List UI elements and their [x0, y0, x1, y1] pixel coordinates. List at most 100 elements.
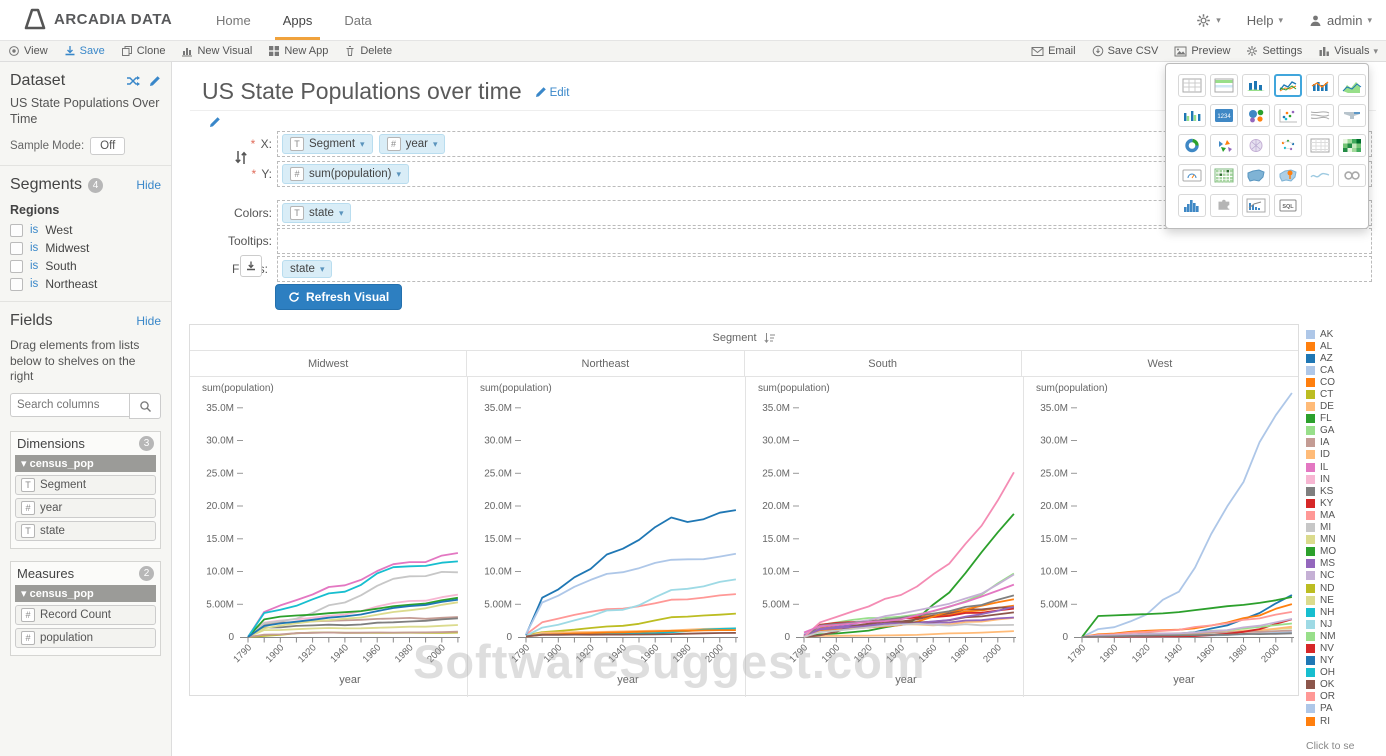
visual-type-sparkline-icon[interactable]	[1306, 164, 1334, 187]
visual-type-map-icon[interactable]	[1242, 164, 1270, 187]
legend-item-ky[interactable]: KY	[1306, 497, 1386, 509]
legend-item-ok[interactable]: OK	[1306, 679, 1386, 691]
visual-type-grouped-bars-icon[interactable]	[1178, 104, 1206, 127]
view-button[interactable]: View	[8, 45, 48, 57]
new-app-button[interactable]: New App	[268, 45, 328, 57]
legend-item-in[interactable]: IN	[1306, 473, 1386, 485]
visual-type-gauge-card-icon[interactable]	[1178, 164, 1206, 187]
segment-item-midwest[interactable]: is Midwest	[10, 241, 161, 255]
email-button[interactable]: Email	[1031, 45, 1076, 57]
segment-checkbox[interactable]	[10, 278, 23, 291]
segment-checkbox[interactable]	[10, 260, 23, 273]
legend-item-ca[interactable]: CA	[1306, 364, 1386, 376]
visual-type-funnel-icon[interactable]	[1338, 104, 1366, 127]
delete-button[interactable]: Delete	[344, 45, 392, 57]
segment-item-south[interactable]: is South	[10, 259, 161, 273]
visual-type-pivot-table-icon[interactable]	[1306, 134, 1334, 157]
visual-type-heatmap-icon[interactable]	[1338, 134, 1366, 157]
visual-type-correlation-icon[interactable]	[1338, 164, 1366, 187]
nav-tab-apps[interactable]: Apps	[267, 0, 329, 40]
measures-group[interactable]: ▾ census_pop	[15, 585, 156, 602]
shelf-pill-state[interactable]: state▾	[282, 260, 332, 278]
legend-item-or[interactable]: OR	[1306, 691, 1386, 703]
legend-item-ga[interactable]: GA	[1306, 425, 1386, 437]
legend-item-nh[interactable]: NH	[1306, 606, 1386, 618]
legend-item-de[interactable]: DE	[1306, 401, 1386, 413]
search-button[interactable]	[129, 393, 161, 419]
legend-item-ia[interactable]: IA	[1306, 437, 1386, 449]
filters-download-icon[interactable]	[240, 255, 262, 277]
visual-type-chord-icon[interactable]	[1242, 134, 1270, 157]
search-input[interactable]	[10, 393, 129, 417]
visual-type-bar-chart-icon[interactable]	[1242, 74, 1270, 97]
segment-checkbox[interactable]	[10, 242, 23, 255]
visual-type-extension-icon[interactable]	[1210, 194, 1238, 217]
dimensions-group[interactable]: ▾ census_pop	[15, 455, 156, 472]
segment-item-northeast[interactable]: is Northeast	[10, 277, 161, 291]
field-item-record-count[interactable]: #Record Count	[15, 605, 156, 625]
edit-pencil-icon[interactable]	[148, 75, 161, 88]
visuals-button[interactable]: Visuals▾	[1318, 45, 1378, 57]
save-csv-button[interactable]: Save CSV	[1092, 45, 1159, 57]
legend-item-ak[interactable]: AK	[1306, 328, 1386, 340]
legend-item-nm[interactable]: NM	[1306, 630, 1386, 642]
legend-item-mo[interactable]: MO	[1306, 546, 1386, 558]
visual-type-pie-scatter-icon[interactable]	[1210, 134, 1238, 157]
visual-type-calendar-heatmap-icon[interactable]	[1210, 164, 1238, 187]
shelf-pill-year[interactable]: #year▾	[379, 134, 446, 154]
legend-item-id[interactable]: ID	[1306, 449, 1386, 461]
chart-panel-midwest[interactable]: sum(population)05.00M10.0M15.0M20.0M25.0…	[190, 377, 468, 697]
visual-type-scatter-icon[interactable]	[1274, 104, 1302, 127]
visual-type-histogram-icon[interactable]	[1178, 194, 1206, 217]
legend-item-ri[interactable]: RI	[1306, 715, 1386, 727]
legend-item-az[interactable]: AZ	[1306, 352, 1386, 364]
visual-type-kpi-icon[interactable]: 1234	[1210, 104, 1238, 127]
visual-type-area-chart-icon[interactable]	[1338, 74, 1366, 97]
title-edit-link[interactable]: Edit	[534, 86, 570, 99]
legend-item-ct[interactable]: CT	[1306, 388, 1386, 400]
shuffle-icon[interactable]	[126, 75, 141, 88]
preview-button[interactable]: Preview	[1174, 45, 1230, 57]
visual-type-map-marker-icon[interactable]	[1274, 164, 1302, 187]
settings-gear-menu[interactable]: ▾	[1196, 13, 1221, 28]
legend-item-mn[interactable]: MN	[1306, 534, 1386, 546]
legend-item-ne[interactable]: NE	[1306, 594, 1386, 606]
legend-item-nc[interactable]: NC	[1306, 570, 1386, 582]
legend-item-ms[interactable]: MS	[1306, 558, 1386, 570]
chart-panel-northeast[interactable]: sum(population)05.00M10.0M15.0M20.0M25.0…	[468, 377, 746, 697]
nav-tab-home[interactable]: Home	[200, 0, 267, 40]
visual-type-sql-icon[interactable]: SQL	[1274, 194, 1302, 217]
fields-hide-link[interactable]: Hide	[136, 314, 161, 328]
legend-item-ks[interactable]: KS	[1306, 485, 1386, 497]
user-menu[interactable]: admin▾	[1309, 13, 1372, 28]
sort-icon[interactable]	[763, 332, 776, 344]
new-visual-button[interactable]: New Visual	[181, 45, 252, 57]
legend-item-pa[interactable]: PA	[1306, 703, 1386, 715]
settings-button[interactable]: Settings	[1246, 45, 1302, 57]
field-item-state[interactable]: Tstate	[15, 521, 156, 541]
legend-item-nv[interactable]: NV	[1306, 642, 1386, 654]
shelf-filters[interactable]: state▾	[277, 256, 1372, 282]
shelf-tooltips[interactable]	[277, 228, 1372, 254]
shelf-pill-state[interactable]: Tstate▾	[282, 203, 351, 223]
legend-item-fl[interactable]: FL	[1306, 413, 1386, 425]
legend-item-mi[interactable]: MI	[1306, 522, 1386, 534]
legend-item-ma[interactable]: MA	[1306, 509, 1386, 521]
visual-type-network-icon[interactable]	[1274, 134, 1302, 157]
clone-button[interactable]: Clone	[121, 45, 166, 57]
field-item-year[interactable]: #year	[15, 498, 156, 518]
field-item-segment[interactable]: TSegment	[15, 475, 156, 495]
brand-logo[interactable]: ARCADIA DATA	[24, 8, 172, 30]
legend-item-il[interactable]: IL	[1306, 461, 1386, 473]
nav-tab-data[interactable]: Data	[328, 0, 387, 40]
legend-item-ny[interactable]: NY	[1306, 655, 1386, 667]
chart-panel-west[interactable]: sum(population)05.00M10.0M15.0M20.0M25.0…	[1024, 377, 1301, 697]
segments-hide-link[interactable]: Hide	[136, 178, 161, 192]
chart-panel-south[interactable]: sum(population)05.00M10.0M15.0M20.0M25.0…	[746, 377, 1024, 697]
help-menu[interactable]: Help▾	[1247, 13, 1283, 28]
sample-mode-toggle[interactable]: Off	[90, 137, 125, 155]
shelf-pill-sum-population-[interactable]: #sum(population)▾	[282, 164, 409, 184]
segment-checkbox[interactable]	[10, 224, 23, 237]
legend-item-oh[interactable]: OH	[1306, 667, 1386, 679]
legend-item-nj[interactable]: NJ	[1306, 618, 1386, 630]
